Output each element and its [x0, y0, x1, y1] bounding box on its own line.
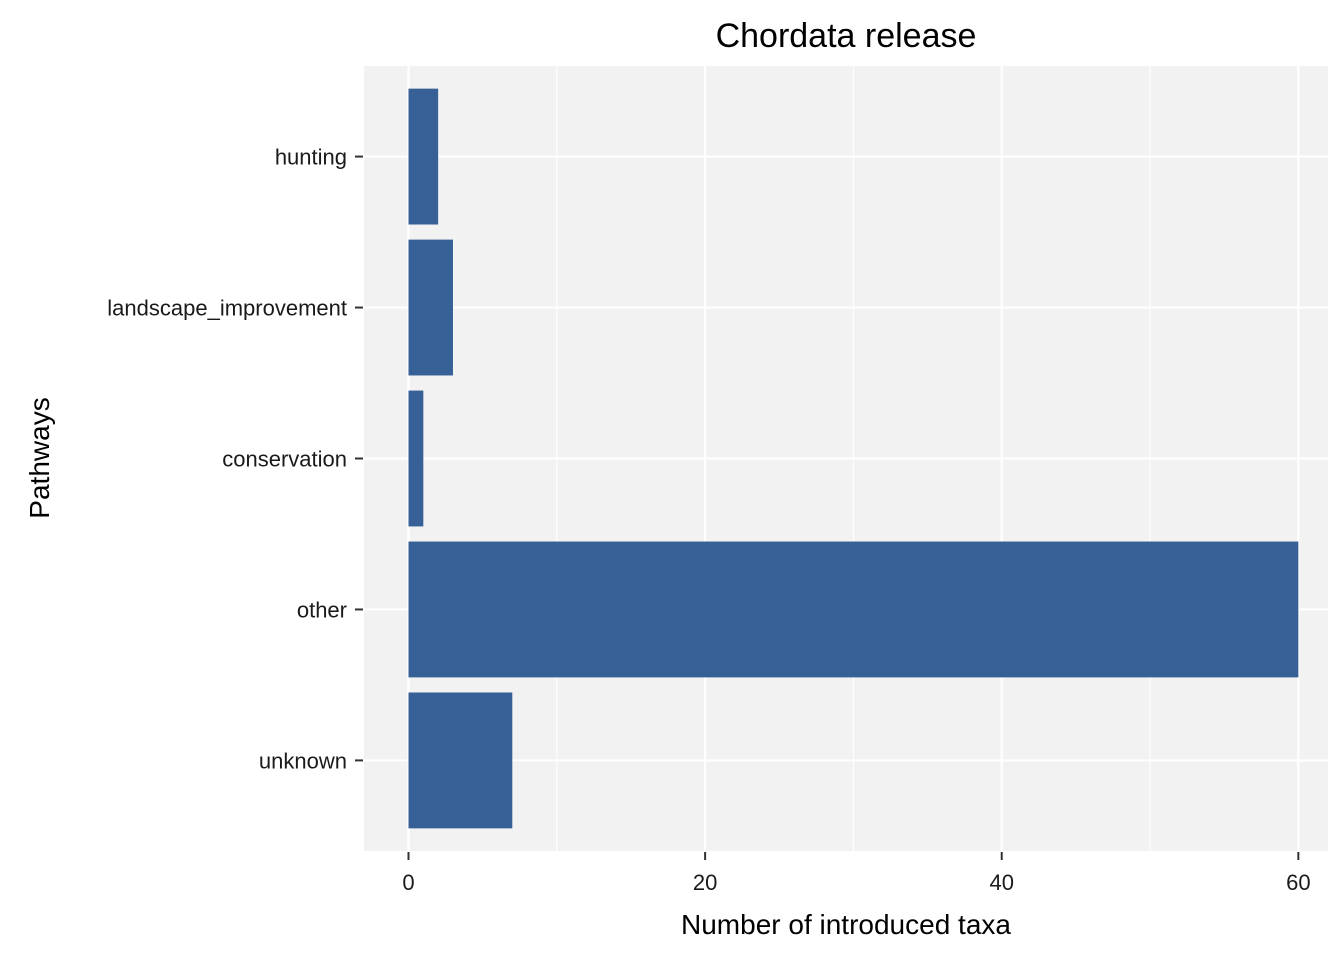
y-tick-label: hunting: [275, 145, 347, 170]
x-tick-label: 20: [693, 870, 717, 895]
chart-title: Chordata release: [716, 17, 977, 55]
y-axis: hunting landscape_improvement conservation…: [107, 145, 363, 773]
bar-unknown: [408, 692, 513, 829]
y-tick-label: other: [297, 597, 347, 622]
y-axis-title: Pathways: [24, 397, 55, 518]
x-tick-label: 40: [989, 870, 1013, 895]
y-tick-label: landscape_improvement: [107, 296, 347, 321]
bars: [408, 88, 1299, 829]
x-axis-title: Number of introduced taxa: [681, 909, 1011, 940]
x-tick-label: 0: [402, 870, 414, 895]
bar-conservation: [408, 390, 424, 527]
y-tick-label: conservation: [222, 447, 347, 472]
y-tick-label: unknown: [259, 748, 347, 773]
x-axis: 0 20 40 60: [402, 852, 1311, 895]
bar-other: [408, 541, 1299, 678]
x-tick-label: 60: [1286, 870, 1310, 895]
bar-hunting: [408, 88, 439, 225]
bar-landscape_improvement: [408, 239, 453, 376]
